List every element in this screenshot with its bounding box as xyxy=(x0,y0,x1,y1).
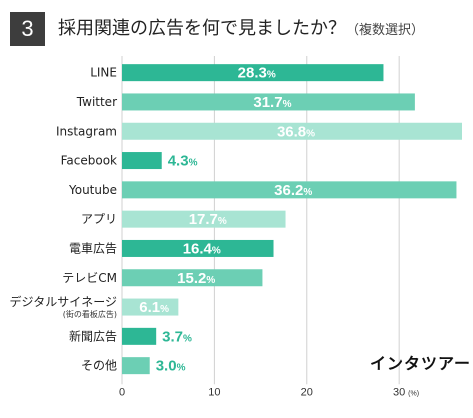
x-tick-label: 0 xyxy=(119,386,125,398)
x-axis-ticks: 0 10 20 30 (%) xyxy=(119,386,419,398)
data-label-value: 31.7 xyxy=(253,94,282,111)
bar xyxy=(122,298,179,316)
data-label-value: 36.8 xyxy=(277,123,306,140)
chart-title-main: 採用関連の広告を何で見ましたか？ xyxy=(58,18,346,39)
data-label: 31.7% xyxy=(253,94,291,111)
bar xyxy=(122,239,274,257)
data-label: 3.0% xyxy=(156,358,186,375)
bar xyxy=(122,210,286,228)
category-label: テレビCM xyxy=(62,271,117,285)
data-label-unit: % xyxy=(303,187,312,198)
x-tick-label: 10 xyxy=(208,386,220,398)
category-sublabel: (街の看板広告) xyxy=(63,309,117,319)
category-label: Twitter xyxy=(76,95,117,109)
bar xyxy=(122,269,263,287)
bar xyxy=(122,64,384,82)
chart-title-subtitle: （複数選択） xyxy=(346,23,425,38)
data-label-unit: % xyxy=(283,99,292,110)
data-label: 3.7% xyxy=(162,328,192,345)
data-label-unit: % xyxy=(212,245,221,256)
data-label: 4.3% xyxy=(168,153,198,170)
chart-title: 採用関連の広告を何で見ましたか？（複数選択） xyxy=(58,16,424,44)
data-label-unit: % xyxy=(189,158,198,169)
category-label: 電車広告 xyxy=(69,241,117,255)
data-label-unit: % xyxy=(183,333,192,344)
data-label-value: 3.7 xyxy=(162,328,183,345)
data-label-value: 17.7 xyxy=(189,211,218,228)
x-tick-label: 30 xyxy=(393,386,405,398)
data-label: 6.1% xyxy=(139,299,169,316)
bars xyxy=(122,64,462,375)
data-label-value: 28.3 xyxy=(238,65,267,82)
data-label-value: 4.3 xyxy=(168,153,189,170)
category-label: 新聞広告 xyxy=(69,328,117,343)
question-number-badge: 3 xyxy=(10,12,45,46)
data-label-value: 16.4 xyxy=(183,240,213,257)
data-label-unit: % xyxy=(267,70,276,81)
bar xyxy=(122,357,150,375)
category-labels: LINE Twitter Instagram Facebook Youtube アプリ電車… xyxy=(9,66,117,373)
data-label-value: 15.2 xyxy=(177,270,206,287)
bar xyxy=(122,327,157,345)
brand-logo-text: インタツアー xyxy=(370,354,472,373)
bar xyxy=(122,122,462,140)
category-label: アプリ xyxy=(81,212,117,226)
value-labels: 28.3%31.7%36.8%4.3%36.2%17.7%16.4%15.2%6… xyxy=(139,65,315,375)
data-label-unit: % xyxy=(306,128,315,139)
category-label: Instagram xyxy=(56,124,117,138)
bar xyxy=(122,181,457,199)
data-label-value: 6.1 xyxy=(139,299,160,316)
data-label-unit: % xyxy=(218,216,227,227)
data-label: 16.4% xyxy=(183,240,221,257)
data-label-unit: % xyxy=(160,304,169,315)
bar xyxy=(122,152,162,170)
x-tick-unit: (%) xyxy=(408,390,419,397)
chart-header: 3 採用関連の広告を何で見ましたか？（複数選択） xyxy=(0,0,473,50)
data-label-value: 3.0 xyxy=(156,358,177,375)
category-label: その他 xyxy=(81,359,117,373)
category-label: LINE xyxy=(90,66,117,80)
data-label: 15.2% xyxy=(177,270,215,287)
data-label-unit: % xyxy=(206,275,215,286)
data-label: 28.3% xyxy=(238,65,276,82)
data-label: 17.7% xyxy=(189,211,227,228)
category-label: Facebook xyxy=(61,154,117,168)
category-label: Youtube xyxy=(68,183,117,197)
x-tick-label: 20 xyxy=(301,386,313,398)
category-label: デジタルサイネージ xyxy=(9,294,117,309)
data-label: 36.8% xyxy=(277,123,315,140)
data-label: 36.2% xyxy=(274,182,312,199)
data-label-value: 36.2 xyxy=(274,182,303,199)
data-label-unit: % xyxy=(177,363,186,374)
bar xyxy=(122,93,415,111)
